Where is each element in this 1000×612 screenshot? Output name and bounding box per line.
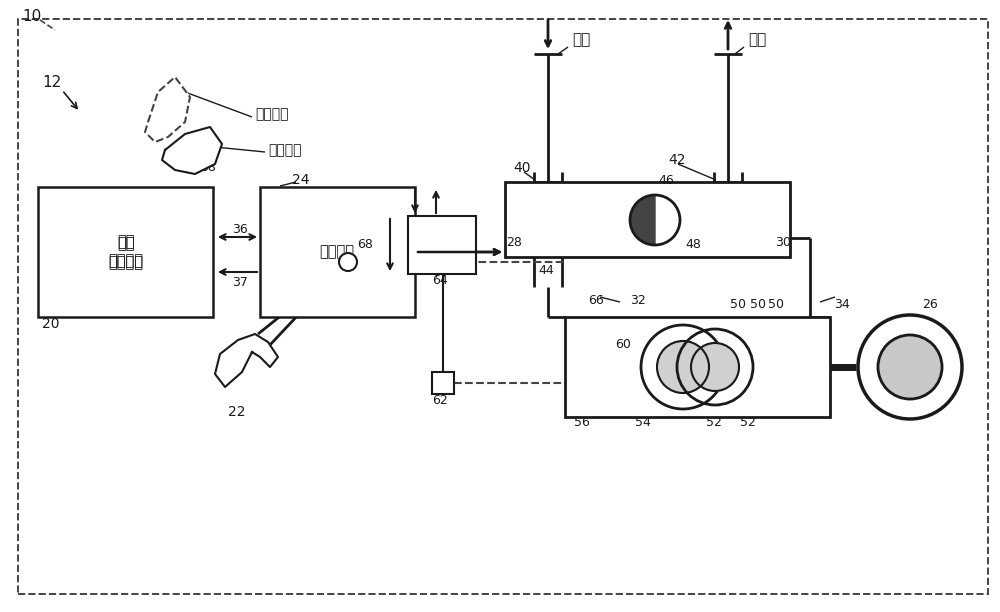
Text: 62: 62	[432, 394, 448, 406]
Text: 28: 28	[506, 236, 522, 248]
Text: 68: 68	[357, 237, 373, 250]
Text: 44: 44	[538, 264, 554, 277]
Bar	[505, 182, 790, 257]
Circle shape	[691, 343, 739, 391]
Text: 54: 54	[635, 416, 651, 428]
Text: 30: 30	[775, 236, 791, 248]
Text: 降低位置: 降低位置	[268, 143, 302, 157]
Polygon shape	[215, 334, 278, 387]
Text: 52: 52	[740, 416, 756, 428]
Text: 64: 64	[432, 274, 448, 286]
Text: 24: 24	[292, 173, 310, 187]
Circle shape	[641, 325, 725, 409]
Text: 48: 48	[685, 237, 701, 250]
Circle shape	[677, 329, 753, 405]
Text: 40: 40	[513, 161, 530, 175]
Text: 20: 20	[42, 317, 60, 331]
Text: 66: 66	[588, 294, 604, 307]
Text: 回流: 回流	[748, 32, 766, 48]
Circle shape	[878, 335, 942, 399]
Bar	[565, 317, 830, 417]
Text: 37: 37	[232, 275, 248, 288]
Text: 10: 10	[22, 9, 41, 23]
Bar	[38, 187, 213, 317]
Circle shape	[858, 315, 962, 419]
Bar	[408, 216, 476, 274]
Text: 12: 12	[42, 75, 61, 89]
Bar	[432, 372, 454, 394]
Polygon shape	[162, 127, 222, 174]
Text: 升高位置: 升高位置	[255, 107, 288, 121]
Text: 52: 52	[706, 416, 722, 428]
Circle shape	[339, 253, 357, 271]
Text: 56: 56	[574, 416, 590, 428]
Text: 36: 36	[232, 223, 248, 236]
Polygon shape	[145, 77, 190, 142]
Text: 46: 46	[658, 173, 674, 187]
Text: 50: 50	[768, 297, 784, 310]
Text: 22: 22	[228, 405, 246, 419]
Bar	[260, 187, 415, 317]
Text: 34: 34	[834, 297, 850, 310]
Text: 38: 38	[200, 160, 216, 173]
Text: 控制模块: 控制模块	[320, 245, 354, 259]
Text: 制动
选择装置: 制动 选择装置	[108, 236, 144, 268]
Text: 60: 60	[615, 337, 631, 351]
Text: 26: 26	[922, 297, 938, 310]
Text: 50: 50	[750, 297, 766, 310]
Circle shape	[657, 341, 709, 393]
Circle shape	[630, 195, 680, 245]
Text: 50: 50	[730, 297, 746, 310]
Text: 32: 32	[630, 294, 646, 307]
Text: 42: 42	[668, 153, 686, 167]
Polygon shape	[630, 195, 655, 245]
Text: 供应: 供应	[572, 32, 590, 48]
Text: 制动
选择装置: 制动 选择装置	[108, 234, 144, 270]
